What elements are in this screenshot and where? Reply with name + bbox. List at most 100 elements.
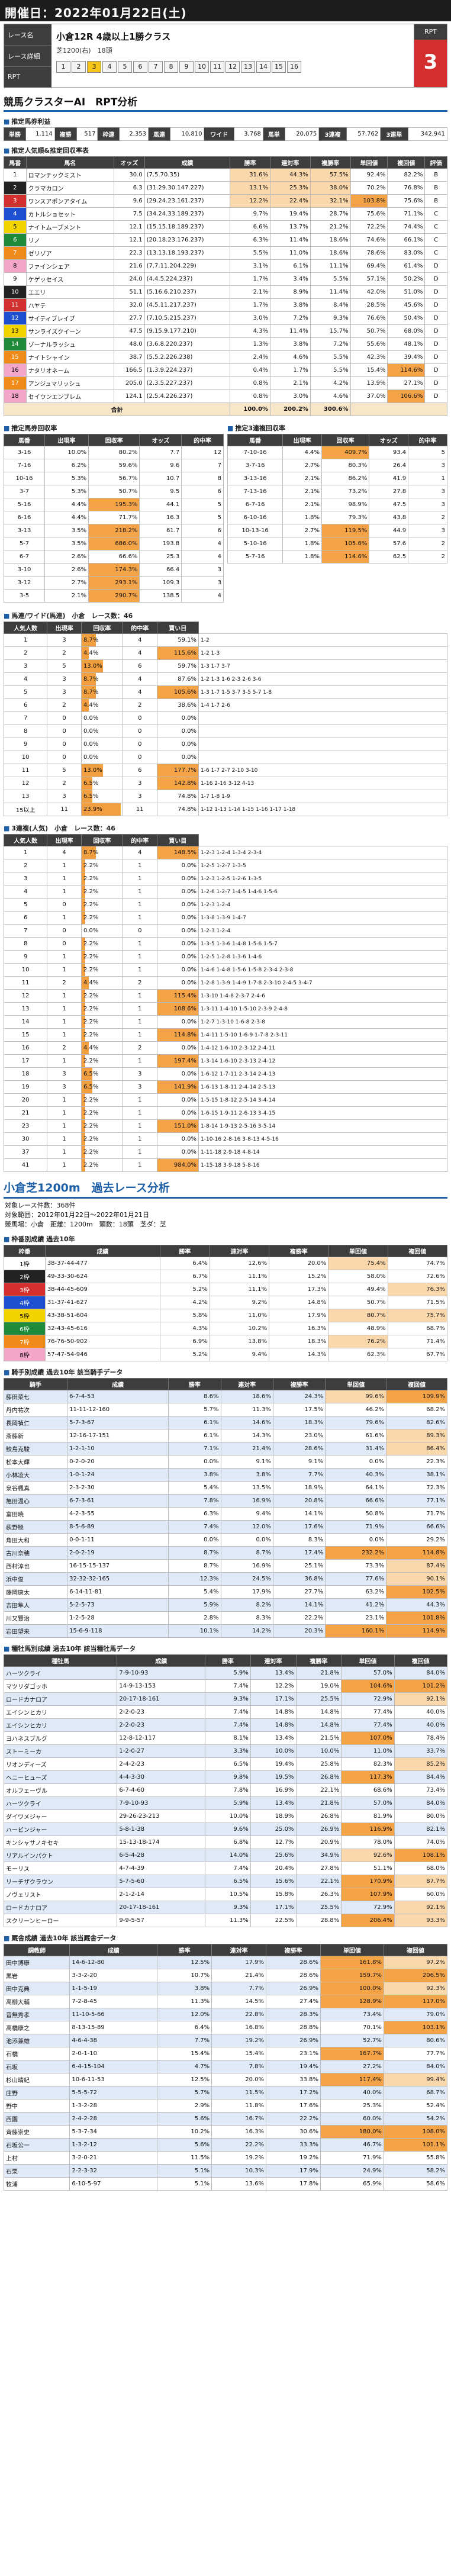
jockey-head: 騎手別成績 過去10年 該当騎手データ — [4, 1367, 447, 1377]
odds-rate-bar — [81, 977, 89, 989]
sire-cell: 7.4% — [205, 1705, 251, 1719]
waku-record: 76-76-50-902 — [44, 1335, 161, 1348]
horse-tan-return: 42.3% — [350, 350, 388, 364]
horse-evaluation: D — [424, 363, 447, 377]
odds-rate-bar — [81, 1159, 85, 1171]
jockey-cell: 9.1% — [272, 1455, 326, 1469]
sire-cell: 9.3% — [205, 1692, 251, 1706]
trainer-cell: 5.6% — [157, 2138, 212, 2152]
horse-record: (1.3.9.224.237) — [144, 363, 231, 377]
odds-picks: 1-4-12 1-6-10 2-3-12 2-4-11 — [198, 1041, 447, 1055]
horse-ren-rate: 44.3% — [270, 168, 311, 182]
trainer-cell: 5.1% — [157, 2177, 212, 2191]
odds-hit: 0 — [122, 711, 157, 725]
odds-count: 1 — [47, 885, 82, 899]
odds-row: 16 2 4.4% 2 0.0% 1-4-12 1-6-10 2-3-12 2-4-11 — [3, 1041, 447, 1055]
sire-cell: 1-2-0-27 — [117, 1744, 206, 1758]
odds-count: 1 — [47, 1145, 82, 1159]
odds-return: 0.0% — [156, 1067, 199, 1081]
odds-rate-text: 6.5% — [83, 1071, 99, 1077]
ai-label: 単勝 — [4, 127, 26, 141]
horse-row: 14 ゾーナルラッシュ 48.0 (3.6.8.220.237) 1.3% 3.8% 7.2… — [4, 337, 447, 351]
fav-cell: 98.9% — [321, 498, 370, 511]
jockey-cell: 6.3% — [168, 1507, 221, 1521]
odds-rank: 3 — [3, 659, 48, 673]
sire-cell: 7-9-10-93 — [117, 1796, 206, 1810]
trainer-cell: 7-2-8-45 — [69, 1995, 158, 2008]
odds-count: 2 — [47, 698, 82, 712]
horse-number: 1 — [4, 168, 27, 182]
fav-cell: 2.7% — [282, 459, 323, 472]
jockey-cell: 12.3% — [168, 1572, 221, 1586]
jockey-cell: 50.8% — [325, 1507, 387, 1521]
trainer-cell: 28.6% — [266, 1969, 321, 1982]
odds-hit: 4 — [122, 846, 157, 859]
odds-count: 0 — [47, 738, 82, 751]
odds-rank: 7 — [3, 711, 48, 725]
sire-cell: ヘニーヒューズ — [3, 1770, 118, 1784]
jockey-cell: 66.6% — [325, 1494, 387, 1508]
sire-cell: 13.4% — [250, 1666, 297, 1680]
jockey-cell: 99.6% — [325, 1390, 387, 1403]
trainer-col-header: 成績 — [69, 1944, 158, 1956]
jockey-cell: 3.8% — [220, 1468, 273, 1482]
odds-appear-rate: 0.0% — [80, 724, 123, 738]
odds-row: 9 1 2.2% 1 0.0% 1-2-5 1-2-8 1-3-6 1-4-6 — [3, 950, 447, 964]
fav-cell: 2.1% — [282, 485, 323, 498]
odds-rate-bar — [81, 1094, 85, 1106]
horse-fuku-rate: 5.5% — [310, 350, 351, 364]
fav-cell: 6-16 — [4, 511, 45, 524]
sire-row: ストーミーカ 1-2-0-27 3.3% 10.0% 10.0% 11.0% 33.7% — [3, 1744, 448, 1758]
jockey-cell: 14.1% — [272, 1598, 326, 1612]
horse-tan-return: 78.6% — [350, 246, 388, 260]
odds-return: 114.8% — [156, 1028, 199, 1042]
sire-cell: モーリス — [3, 1862, 118, 1875]
fav-row: 7-13-16 2.1% 73.2% 27.8 3 — [227, 485, 447, 498]
horse-record: (5.5.2.226.238) — [144, 350, 231, 364]
fav-cell: 3 — [408, 459, 447, 472]
odds-rank: 11 — [3, 976, 48, 990]
horse-tan-return: 13.9% — [350, 376, 388, 390]
fav-row: 10-13-16 2.7% 119.5% 44.9 3 — [227, 524, 447, 537]
fav-cell: 10-13-16 — [227, 524, 284, 537]
trainer-cell: 26.9% — [266, 1982, 321, 1995]
jockey-cell: 吉田隼人 — [3, 1598, 68, 1612]
trainer-cell: 牧浦 — [3, 2177, 70, 2191]
jockey-cell: 0.0% — [325, 1533, 387, 1547]
waku-col-header: 複回値 — [387, 1245, 448, 1257]
fav-row: 10-16 5.3% 56.7% 10.7 8 — [4, 472, 224, 485]
jockey-col-header: 成績 — [67, 1378, 169, 1390]
odds-rank: 9 — [3, 738, 48, 751]
jockey-row: 丹内祐次 11-11-12-160 5.7% 11.3% 17.5% 46.2% 68.2% — [3, 1403, 447, 1416]
trainer-cell: 19.4% — [266, 2060, 321, 2073]
sire-cell: ハーツクライ — [3, 1796, 118, 1810]
jockey-cell: 18.9% — [272, 1481, 326, 1495]
horse-number: 8 — [4, 259, 27, 273]
sire-cell: 25.6% — [250, 1849, 297, 1862]
odds-picks: 1-3-14 1-6-10 2-3-13 2-4-12 — [198, 1054, 447, 1068]
odds-rank: 21 — [3, 1106, 48, 1120]
odds-count: 1 — [47, 1054, 82, 1068]
sire-row: ノヴェリスト 2-1-2-14 10.5% 15.8% 26.3% 107.9% 60.0% — [3, 1888, 448, 1901]
odds-picks: 1-4 1-7 2-6 — [198, 698, 447, 712]
jockey-cell: 荻野極 — [3, 1520, 68, 1534]
fav-right-head: 推定3連複回収率 — [227, 423, 447, 433]
horse-fuku-rate: 28.7% — [310, 207, 351, 221]
odds-return: 74.8% — [156, 803, 199, 816]
odds-appear-rate: 2.2% — [80, 1093, 123, 1107]
odds-rate-text: 8.7% — [83, 689, 99, 695]
odds-count: 3 — [47, 1080, 82, 1094]
sire-cell: ノヴェリスト — [3, 1888, 118, 1901]
odds-count: 2 — [47, 777, 82, 790]
odds-return: 0.0% — [156, 976, 199, 990]
odds-row: 7 0 0.0% 0 0.0% — [3, 711, 447, 725]
sire-cell: 18.9% — [250, 1809, 297, 1823]
odds-return: 0.0% — [156, 911, 199, 925]
odds-rate-text: 0.0% — [83, 728, 99, 735]
trainer-row: 石坂 6-4-15-104 4.7% 7.8% 19.4% 27.2% 84.0% — [3, 2060, 448, 2073]
trainer-cell: 5.7% — [157, 2086, 212, 2100]
odds-col-header: 出現率 — [47, 834, 82, 846]
odds-hit: 0 — [122, 751, 157, 764]
odds-return: 115.4% — [156, 989, 199, 1003]
sire-col-header: 複回値 — [394, 1654, 448, 1667]
